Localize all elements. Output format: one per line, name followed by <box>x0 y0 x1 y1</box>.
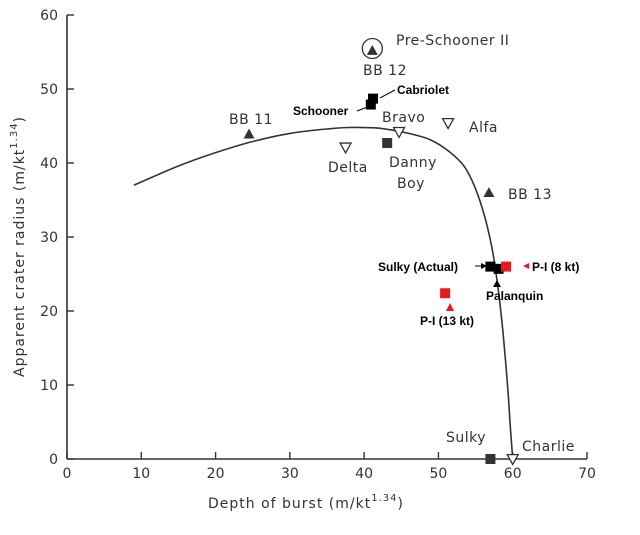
marker-alfa <box>441 117 455 130</box>
x-tick-label: 0 <box>63 466 72 482</box>
y-tick-label: 50 <box>40 82 58 98</box>
y-tick-label: 30 <box>40 230 58 246</box>
leader-cabriolet <box>379 89 396 99</box>
label-delta: Delta <box>328 160 368 176</box>
marker-danny-boy <box>382 138 393 149</box>
data-markers <box>243 37 520 466</box>
label-alfa: Alfa <box>469 120 498 136</box>
y-tick-label: 10 <box>40 378 58 394</box>
fit-curve <box>133 126 514 460</box>
x-tick-label: 60 <box>504 466 522 482</box>
x-tick-label: 50 <box>430 466 448 482</box>
x-tick-label: 30 <box>281 466 299 482</box>
label-p-i-8kt: P-I (8 kt) <box>532 260 579 274</box>
label-schooner: Schooner <box>293 104 349 118</box>
marker-p-i-13-kt <box>440 288 451 299</box>
arrow-p-i-8kt <box>523 263 529 269</box>
leader-schooner <box>356 105 371 112</box>
label-bb-12: BB 12 <box>363 63 407 79</box>
marker-delta <box>338 142 353 155</box>
y-tick-label: 40 <box>40 156 58 172</box>
marker-pre-schooner-ii <box>361 37 383 60</box>
label-bb-11: BB 11 <box>229 112 273 128</box>
label-charlie: Charlie <box>522 439 575 455</box>
marker-bb-13 <box>483 187 495 197</box>
x-tick-label: 40 <box>355 466 373 482</box>
y-ticks: 0 10 20 30 40 50 60 <box>40 8 74 468</box>
label-p-i-13kt: P-I (13 kt) <box>420 314 474 328</box>
y-axis-title: Apparent crater radius (m/kt1.34) <box>9 116 28 377</box>
label-bb-13: BB 13 <box>508 187 552 203</box>
marker-charlie <box>506 453 520 466</box>
label-sulky-actual: Sulky (Actual) <box>378 260 458 274</box>
label-boy: Boy <box>397 176 425 192</box>
y-tick-label: 60 <box>40 8 58 24</box>
arrow-palanquin <box>493 280 501 287</box>
axes: 0 10 20 30 40 50 60 70 0 10 20 30 40 50 60 <box>40 8 596 482</box>
arrow-p-i-13kt <box>446 303 454 311</box>
x-tick-label: 20 <box>207 466 225 482</box>
marker-pre-schooner-ii-triangle <box>366 45 378 55</box>
marker-palanquin <box>493 263 504 274</box>
marker-sulky-actual <box>485 261 496 272</box>
y-tick-label: 20 <box>40 304 58 320</box>
label-pre-schooner-ii: Pre-Schooner II <box>396 33 509 49</box>
x-tick-label: 10 <box>132 466 150 482</box>
label-bravo: Bravo <box>382 110 425 126</box>
marker-cabriolet <box>368 93 379 104</box>
label-sulky: Sulky <box>446 430 486 446</box>
label-cabriolet: Cabriolet <box>397 83 449 97</box>
label-palanquin: Palanquin <box>486 289 543 303</box>
x-tick-label: 70 <box>578 466 596 482</box>
marker-schooner <box>365 99 376 110</box>
label-danny: Danny <box>389 155 437 171</box>
marker-bravo <box>392 126 406 139</box>
marker-p-i-8-kt <box>501 261 512 272</box>
marker-sulky <box>485 454 496 464</box>
x-axis-title: Depth of burst (m/kt1.34) <box>208 493 404 512</box>
x-ticks: 0 10 20 30 40 50 60 70 <box>63 452 596 482</box>
arrow-sulky-actual <box>481 263 487 269</box>
marker-bb-11 <box>243 128 255 139</box>
y-tick-label: 0 <box>49 452 58 468</box>
annotations: Pre-Schooner II BB 12 Cabriolet Schooner… <box>9 33 579 512</box>
